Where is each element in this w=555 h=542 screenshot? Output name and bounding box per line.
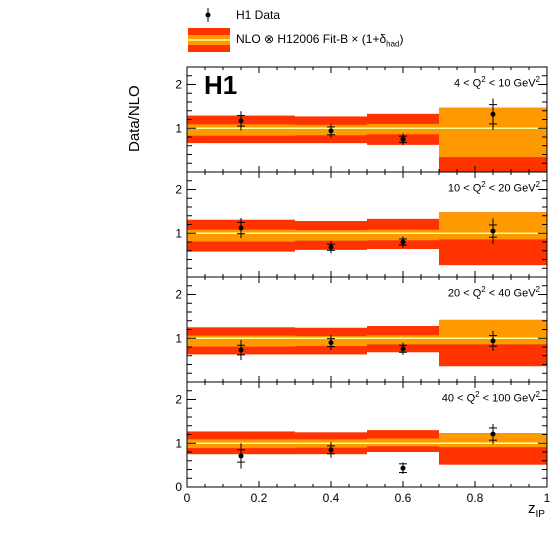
panel-q2-label-part: 2 [535, 180, 540, 189]
y-tick-label: 1 [175, 226, 182, 240]
y-tick-label: 1 [175, 331, 182, 345]
legend [188, 8, 230, 52]
panel-q2-label-part: 2 [481, 285, 486, 294]
data-marker [238, 118, 244, 124]
panel-4: 0 1 2 [175, 381, 548, 494]
data-point [237, 217, 245, 239]
nlo-inner-band [367, 229, 439, 241]
data-point [237, 111, 245, 131]
data-marker [238, 347, 244, 353]
data-marker [490, 228, 496, 234]
data-point [399, 236, 407, 248]
x-axis-label-sub: IP [535, 509, 545, 520]
x-tick-label: 1 [544, 491, 551, 505]
panel-q2-label: 4 < Q2 < 10 GeV2 [454, 75, 540, 90]
y-tick-label: 2 [175, 288, 182, 302]
x-tick-label: 0 [184, 491, 191, 505]
legend-marker-point [205, 12, 211, 18]
y-tick-label: 2 [175, 78, 182, 92]
nlo-inner-band [367, 335, 439, 345]
nlo-inner-band [295, 230, 367, 241]
data-marker [400, 346, 406, 352]
data-point [399, 342, 407, 355]
x-tick-label: 0.6 [395, 491, 412, 505]
data-point [489, 218, 497, 244]
panel-q2-label-part: 40 < Q [441, 392, 476, 405]
panel-q2-label-part: 10 < Q [447, 182, 482, 195]
legend-nlo-main: NLO ⊗ H12006 Fit-B × (1+δ [236, 32, 387, 46]
panel-q2-label-part: 2 [535, 285, 540, 294]
y-axis-label: Data/NLO [126, 85, 143, 152]
data-point [327, 241, 335, 254]
panel-q2-label-part: 2 [481, 180, 486, 189]
data-point [489, 330, 497, 351]
x-axis-label-main: z [528, 500, 536, 517]
panel-q2-label: 10 < Q2 < 20 GeV2 [448, 180, 540, 195]
panel-q2-label: 20 < Q2 < 40 GeV2 [448, 285, 540, 300]
data-marker [490, 338, 496, 344]
legend-data-label: H1 Data [236, 8, 281, 22]
data-marker [490, 431, 496, 437]
panel-q2-label-part: < 20 GeV [485, 182, 536, 195]
panel-1: 12 [175, 66, 548, 173]
panel-q2-label-part: 2 [475, 390, 480, 399]
x-tick-label: 0.4 [323, 491, 340, 505]
data-marker [400, 465, 406, 471]
data-point [327, 335, 335, 351]
panel-q2-label-part: 4 < Q [454, 77, 482, 90]
data-point [489, 98, 497, 130]
data-marker [400, 136, 406, 142]
data-marker [238, 225, 244, 231]
x-tick-label: 0.8 [467, 491, 484, 505]
panel-q2-label: 40 < Q2 < 100 GeV2 [442, 390, 540, 405]
panel-3: 12 [175, 276, 548, 383]
legend-nlo-end: ) [399, 32, 404, 46]
y-tick-label: 0 [175, 480, 182, 494]
legend-nlo-label: NLO ⊗ H12006 Fit-B × (1+δhad) [236, 32, 404, 48]
nlo-inner-band [367, 123, 439, 135]
nlo-inner-band [367, 438, 439, 447]
data-marker [238, 453, 244, 459]
data-marker [400, 239, 406, 245]
y-tick-label: 1 [175, 436, 182, 450]
panel-q2-label-part: 2 [481, 75, 486, 84]
data-point [327, 123, 335, 138]
data-marker [328, 340, 334, 346]
data-point [237, 443, 245, 469]
legend-nlo-sub: had [386, 39, 400, 49]
y-tick-label: 2 [175, 183, 182, 197]
data-point [327, 441, 335, 458]
x-tick-label: 0.2 [251, 491, 268, 505]
panel-q2-label-part: 2 [535, 75, 540, 84]
panel-q2-label-part: < 10 GeV [485, 77, 536, 90]
data-marker [328, 128, 334, 134]
data-marker [328, 244, 334, 250]
data-point [237, 340, 245, 361]
data-marker [328, 447, 334, 453]
panel-q2-label-part: 20 < Q [447, 287, 482, 300]
data-point [399, 133, 407, 145]
y-tick-label: 1 [175, 121, 182, 135]
h1-logo: H1 [204, 70, 238, 100]
panel-q2-label-part: < 100 GeV [479, 392, 536, 405]
panel-q2-label-part: 2 [535, 390, 540, 399]
data-point [489, 424, 497, 445]
data-marker [490, 111, 496, 117]
y-tick-label: 2 [175, 393, 182, 407]
data-point [399, 462, 407, 474]
x-axis-label: zIP [528, 500, 545, 520]
panel-q2-label-part: < 40 GeV [485, 287, 536, 300]
